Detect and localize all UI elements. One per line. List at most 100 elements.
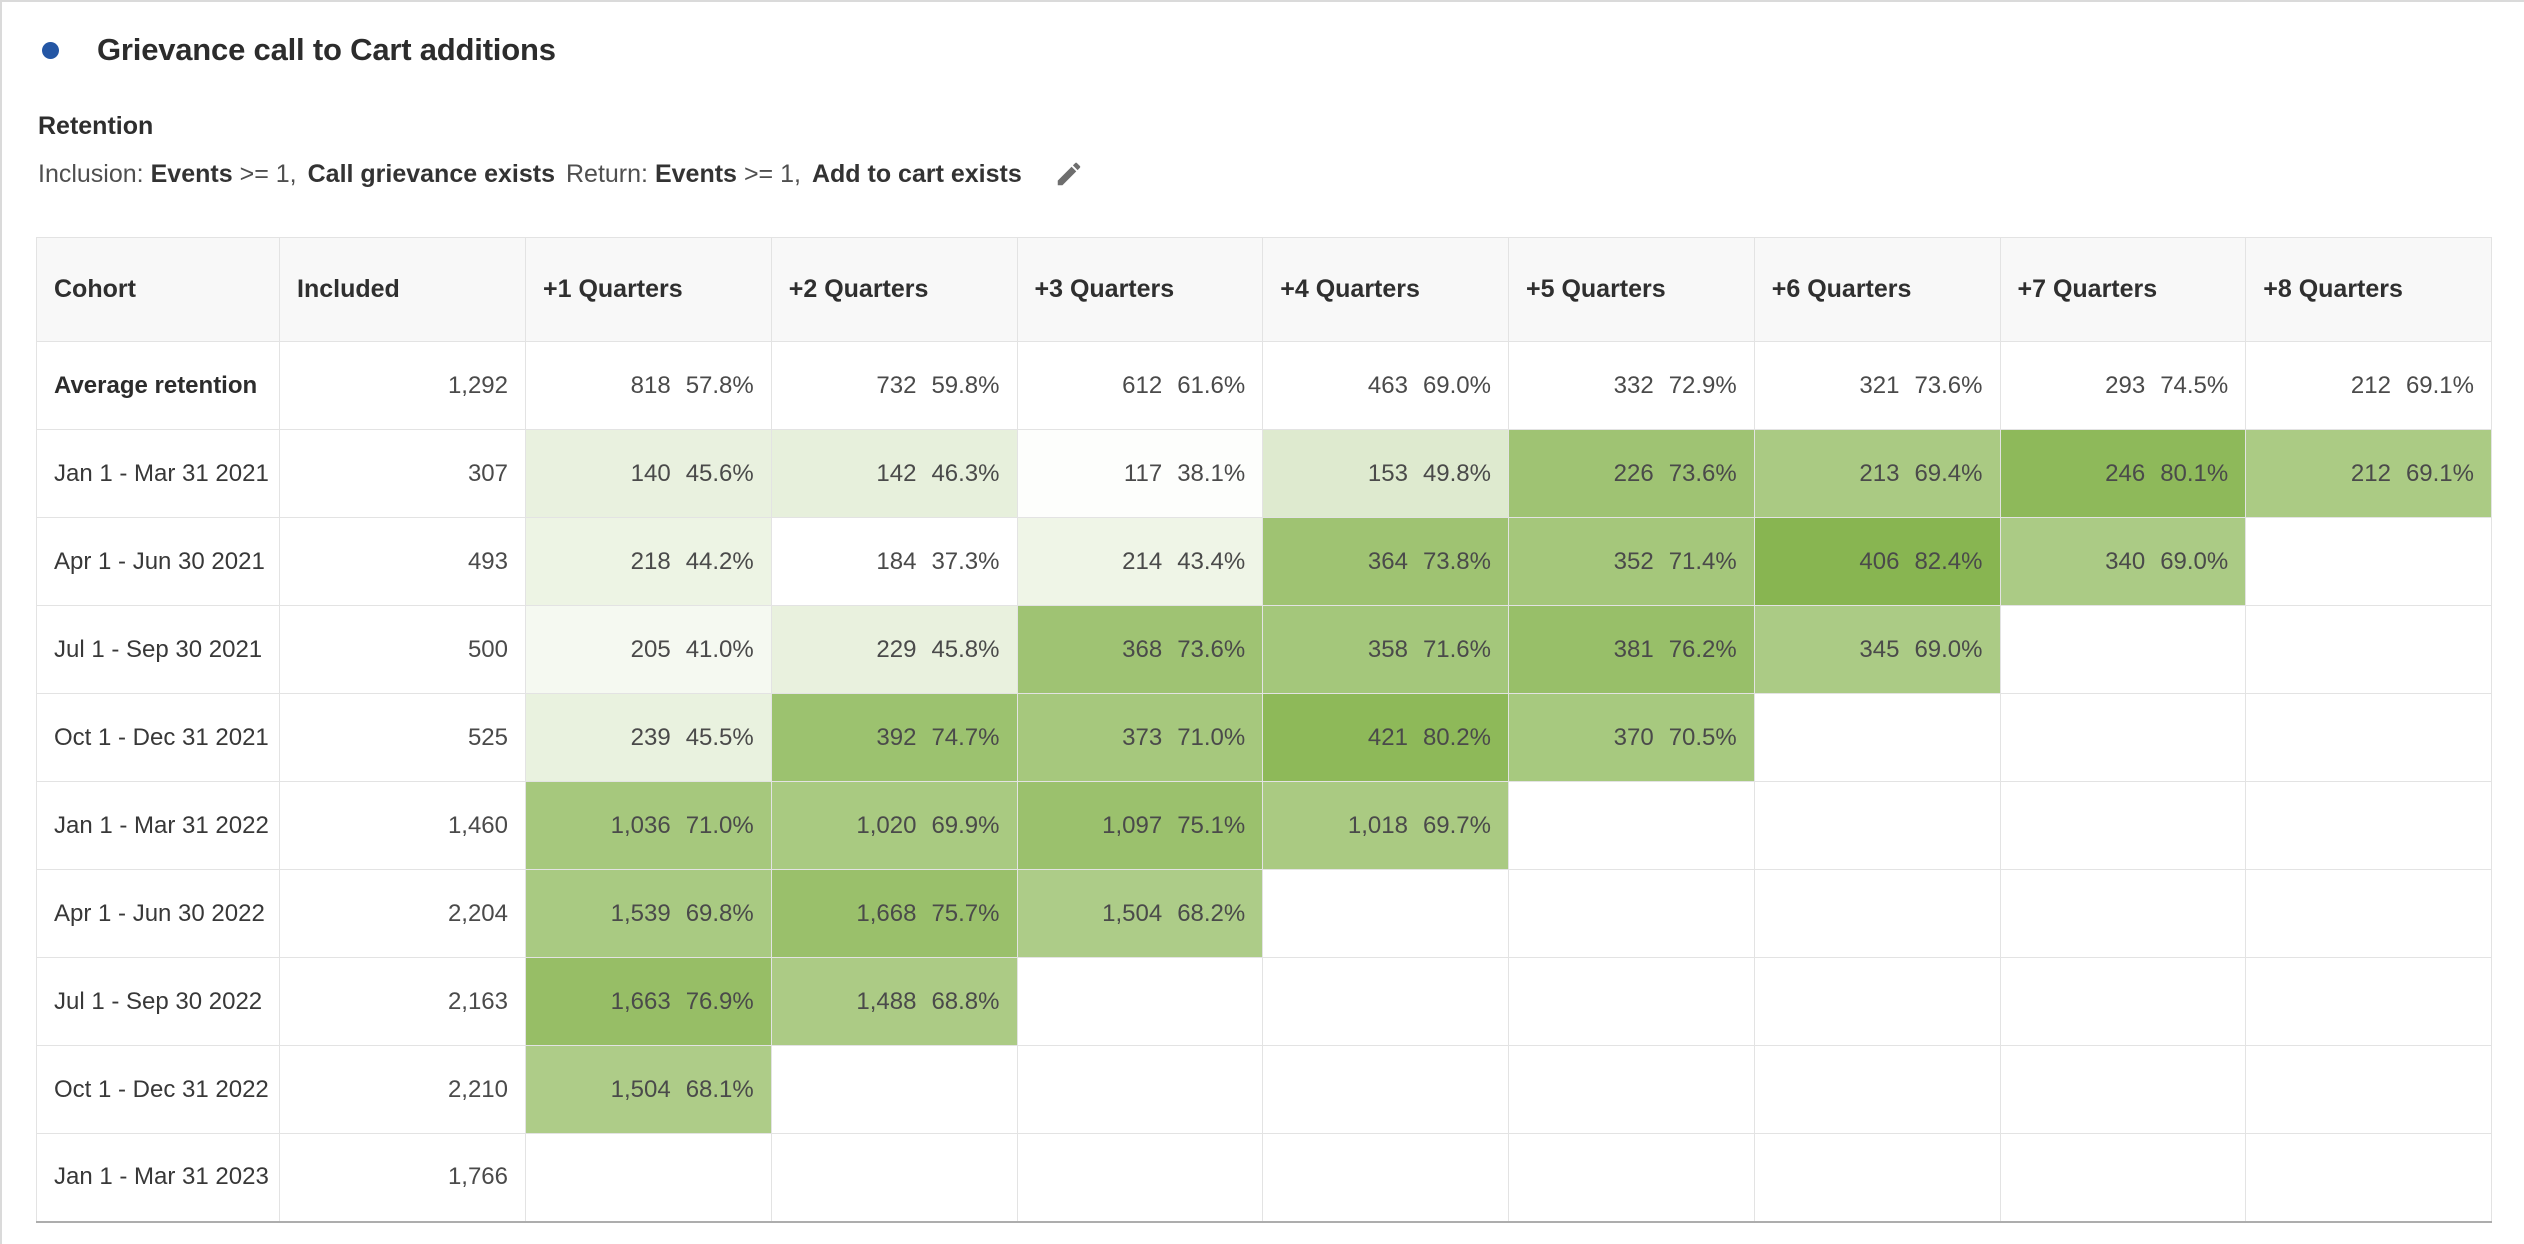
retention-cell[interactable]: 214 43.4% bbox=[1016, 517, 1264, 606]
retention-cell[interactable]: 373 71.0% bbox=[1016, 693, 1264, 782]
retained-percent: 69.8% bbox=[685, 899, 754, 927]
included-count-cell: 500 bbox=[279, 605, 526, 694]
retained-count: 340 bbox=[2105, 547, 2146, 575]
retention-cell[interactable]: 352 71.4% bbox=[1508, 517, 1755, 606]
cohort-label: Jul 1 - Sep 30 2021 bbox=[36, 605, 280, 694]
cohort-retention-table: Cohort Included +1 Quarters +2 Quarters +3 Q… bbox=[36, 237, 2492, 1223]
retention-cell[interactable]: 1,668 75.7% bbox=[770, 869, 1018, 958]
retained-percent: 75.7% bbox=[931, 899, 1000, 927]
retention-cell[interactable]: 1,020 69.9% bbox=[770, 781, 1018, 870]
retention-cell[interactable]: 140 45.6% bbox=[525, 429, 772, 518]
retained-count: 345 bbox=[1859, 635, 1900, 663]
retained-percent: 59.8% bbox=[931, 371, 1000, 399]
retained-count: 212 bbox=[2350, 459, 2391, 487]
empty-cell bbox=[2245, 781, 2492, 870]
retention-cell[interactable]: 1,488 68.8% bbox=[770, 957, 1018, 1046]
retention-cell[interactable]: 1,663 76.9% bbox=[525, 957, 772, 1046]
edit-criteria-button[interactable] bbox=[1052, 157, 1086, 191]
retention-cell[interactable]: 370 70.5% bbox=[1508, 693, 1755, 782]
retention-cell[interactable]: 1,036 71.0% bbox=[525, 781, 772, 870]
retention-cell[interactable]: 406 82.4% bbox=[1753, 517, 2001, 606]
retained-percent: 71.0% bbox=[685, 811, 754, 839]
retained-count: 1,663 bbox=[610, 987, 671, 1015]
table-header: Cohort Included +1 Quarters +2 Quarters +3 Q… bbox=[36, 237, 2492, 342]
average-retention-cell: 818 57.8% bbox=[525, 341, 772, 430]
empty-cell bbox=[2245, 957, 2492, 1046]
retention-cell[interactable]: 421 80.2% bbox=[1262, 693, 1509, 782]
retained-percent: 74.7% bbox=[931, 723, 1000, 751]
empty-cell bbox=[1508, 869, 1755, 958]
table-body: Average retention 1,292 818 57.8% 732 59.8% 61… bbox=[36, 341, 2492, 1222]
included-count-cell: 2,210 bbox=[279, 1045, 526, 1134]
retention-cell[interactable]: 205 41.0% bbox=[525, 605, 772, 694]
empty-cell bbox=[1016, 957, 1264, 1046]
empty-cell bbox=[1262, 1133, 1509, 1222]
retained-percent: 68.1% bbox=[685, 1075, 754, 1103]
retained-count: 229 bbox=[876, 635, 917, 663]
retention-cell[interactable]: 1,504 68.2% bbox=[1016, 869, 1264, 958]
retention-cell[interactable]: 246 80.1% bbox=[1999, 429, 2247, 518]
empty-cell bbox=[1999, 1133, 2247, 1222]
retention-cell[interactable]: 226 73.6% bbox=[1508, 429, 1755, 518]
cohort-row: Oct 1 - Dec 31 2021 525 239 45.5% 392 74.7% 37… bbox=[36, 693, 2492, 782]
retention-cell[interactable]: 142 46.3% bbox=[770, 429, 1018, 518]
retention-cell[interactable]: 213 69.4% bbox=[1753, 429, 2001, 518]
retention-cell[interactable]: 1,504 68.1% bbox=[525, 1045, 772, 1134]
retained-count: 368 bbox=[1122, 635, 1163, 663]
retention-cell[interactable]: 218 44.2% bbox=[525, 517, 772, 606]
empty-cell bbox=[1262, 869, 1509, 958]
retained-percent: 69.9% bbox=[931, 811, 1000, 839]
empty-cell bbox=[1753, 1045, 2001, 1134]
empty-cell bbox=[1999, 869, 2247, 958]
retained-percent: 45.6% bbox=[685, 459, 754, 487]
retention-cell[interactable]: 117 38.1% bbox=[1016, 429, 1264, 518]
empty-cell bbox=[2245, 1045, 2492, 1134]
retention-cell[interactable]: 212 69.1% bbox=[2245, 429, 2492, 518]
retention-cell[interactable]: 229 45.8% bbox=[770, 605, 1018, 694]
cohort-row: Oct 1 - Dec 31 2022 2,210 1,504 68.1% bbox=[36, 1045, 2492, 1134]
retention-cell[interactable]: 1,018 69.7% bbox=[1262, 781, 1509, 870]
cohort-label: Apr 1 - Jun 30 2022 bbox=[36, 869, 280, 958]
retained-percent: 49.8% bbox=[1422, 459, 1491, 487]
retention-cell[interactable]: 1,097 75.1% bbox=[1016, 781, 1264, 870]
retained-count: 1,488 bbox=[856, 987, 917, 1015]
retained-percent: 45.8% bbox=[931, 635, 1000, 663]
retention-cell[interactable]: 368 73.6% bbox=[1016, 605, 1264, 694]
retained-count: 213 bbox=[1859, 459, 1900, 487]
retained-count: 226 bbox=[1613, 459, 1654, 487]
retained-percent: 76.2% bbox=[1668, 635, 1737, 663]
retention-cell[interactable]: 340 69.0% bbox=[1999, 517, 2247, 606]
retained-count: 246 bbox=[2105, 459, 2146, 487]
retained-count: 332 bbox=[1613, 371, 1654, 399]
cohort-label: Oct 1 - Dec 31 2021 bbox=[36, 693, 280, 782]
retention-cell[interactable]: 184 37.3% bbox=[770, 517, 1018, 606]
retention-cell[interactable]: 239 45.5% bbox=[525, 693, 772, 782]
average-retention-label: Average retention bbox=[36, 341, 280, 430]
empty-cell bbox=[1016, 1045, 1264, 1134]
retained-count: 214 bbox=[1122, 547, 1163, 575]
retained-percent: 80.2% bbox=[1422, 723, 1491, 751]
retained-count: 1,504 bbox=[1102, 899, 1163, 927]
retained-count: 373 bbox=[1122, 723, 1163, 751]
retention-cell[interactable]: 392 74.7% bbox=[770, 693, 1018, 782]
retained-count: 205 bbox=[630, 635, 671, 663]
retention-cell[interactable]: 364 73.8% bbox=[1262, 517, 1509, 606]
retained-percent: 82.4% bbox=[1914, 547, 1983, 575]
cohort-row: Jul 1 - Sep 30 2021 500 205 41.0% 229 45.8% 36… bbox=[36, 605, 2492, 694]
retained-count: 732 bbox=[876, 371, 917, 399]
retention-cell[interactable]: 1,539 69.8% bbox=[525, 869, 772, 958]
empty-cell bbox=[1508, 1133, 1755, 1222]
retention-cell[interactable]: 381 76.2% bbox=[1508, 605, 1755, 694]
empty-cell bbox=[525, 1133, 772, 1222]
retained-count: 421 bbox=[1367, 723, 1408, 751]
retained-count: 370 bbox=[1613, 723, 1654, 751]
retained-percent: 73.8% bbox=[1422, 547, 1491, 575]
retention-cell[interactable]: 358 71.6% bbox=[1262, 605, 1509, 694]
column-header-0: Cohort bbox=[36, 237, 280, 342]
retention-cell[interactable]: 153 49.8% bbox=[1262, 429, 1509, 518]
retention-cell[interactable]: 345 69.0% bbox=[1753, 605, 2001, 694]
included-count-cell: 1,766 bbox=[279, 1133, 526, 1222]
retained-count: 1,036 bbox=[610, 811, 671, 839]
retained-percent: 69.4% bbox=[1914, 459, 1983, 487]
retained-percent: 73.6% bbox=[1668, 459, 1737, 487]
